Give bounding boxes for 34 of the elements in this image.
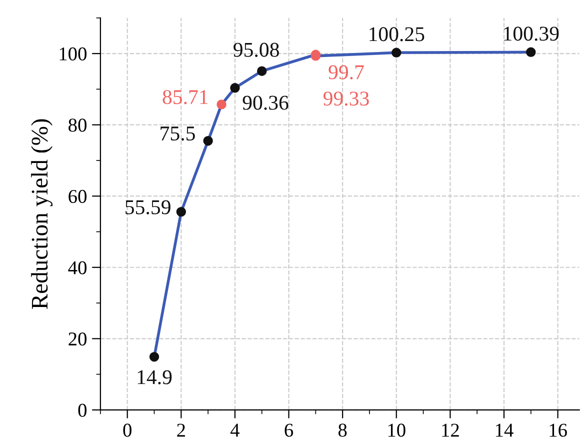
- x-tick-label: 16: [550, 424, 567, 437]
- x-tick-label: 10: [388, 424, 406, 437]
- point: [203, 136, 213, 146]
- data-label: 85.71: [162, 90, 208, 104]
- x-tick-label: 4: [230, 424, 240, 437]
- y-tick-label: 20: [68, 332, 87, 346]
- x-tick-label: 12: [442, 424, 459, 437]
- y-tick-label: 0: [78, 404, 87, 417]
- x-tick-label: 2: [177, 424, 185, 437]
- data-label: 100.25: [370, 27, 424, 42]
- point: [392, 48, 402, 58]
- data-label: 55.59: [126, 200, 170, 214]
- point: [526, 47, 536, 58]
- point: [230, 83, 240, 93]
- y-tick-label: 40: [68, 261, 87, 274]
- point: [216, 100, 226, 110]
- point: [176, 206, 186, 217]
- x-tick-label: 14: [496, 424, 514, 437]
- data-label: 99.33: [323, 92, 369, 106]
- x-tick-label: 0: [123, 424, 132, 437]
- data-label: 99.7: [328, 65, 364, 80]
- y-axis-title: Reduction yield (%): [31, 119, 53, 309]
- y-tick-label: 80: [68, 118, 87, 132]
- data-label: 14.9: [138, 370, 172, 384]
- y-tick-label: 100: [60, 47, 87, 60]
- data-label: 75.5: [160, 126, 195, 141]
- data-label: 90.36: [242, 96, 288, 110]
- data-label: 100.39: [504, 26, 559, 41]
- y-tick-label: 60: [68, 190, 87, 204]
- point: [149, 352, 160, 362]
- x-tick-label: 6: [284, 424, 294, 437]
- data-label: 95.08: [234, 42, 279, 57]
- point: [257, 66, 267, 76]
- x-tick-label: 8: [338, 424, 347, 437]
